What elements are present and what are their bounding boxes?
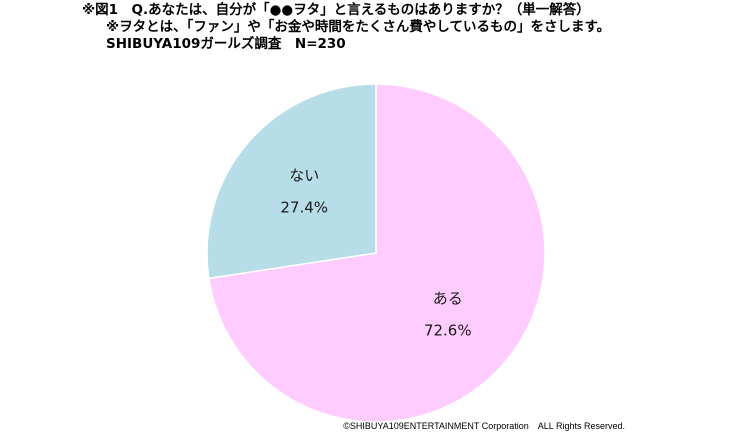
slice-value-aru: 72.6% bbox=[424, 322, 472, 340]
title-line-note: ※ヲタとは、「ファン」や「お金や時間をたくさん費やしているもの」をさします。 bbox=[106, 19, 611, 35]
copyright-notice: ©SHIBUYA109ENTERTAINMENT Corporation ALL… bbox=[343, 421, 625, 431]
chart-title: ※図1 Q.あなたは、自分が「●●ヲタ」と言えるものはありますか？（単一解答） … bbox=[82, 2, 742, 53]
pie-slices bbox=[206, 83, 546, 423]
pie-slice-nai bbox=[206, 83, 377, 280]
slice-label-nai: ない bbox=[289, 166, 319, 184]
pie-slice-aru bbox=[208, 83, 546, 423]
title-line-question: ※図1 Q.あなたは、自分が「●●ヲタ」と言えるものはありますか？（単一解答） bbox=[82, 2, 590, 18]
slice-value-nai: 27.4% bbox=[280, 198, 328, 216]
pie-labels: ある 72.6% ない 27.4% bbox=[280, 166, 471, 339]
title-line-survey: SHIBUYA109ガールズ調査 N=230 bbox=[106, 36, 346, 52]
slice-label-aru: ある bbox=[433, 290, 463, 308]
